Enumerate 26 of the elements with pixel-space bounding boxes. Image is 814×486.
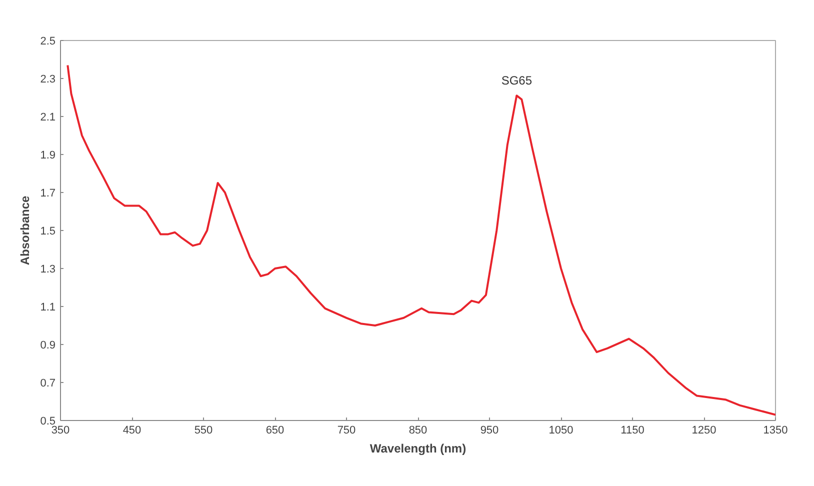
y-tick-label: 1.3 (40, 264, 56, 276)
y-tick-label: 2.3 (40, 74, 56, 86)
y-tick-label: 0.5 (40, 416, 56, 428)
y-tick-label: 0.9 (40, 340, 56, 352)
y-tick-label: 2.5 (40, 36, 56, 48)
x-tick-label: 1250 (692, 424, 716, 436)
y-axis-title: Absorbance (18, 196, 32, 266)
x-tick-label: 1350 (763, 424, 788, 436)
x-tick-label: 950 (480, 424, 499, 436)
line-series (66, 64, 776, 416)
x-tick-label: 1050 (548, 424, 574, 436)
y-tick-label: 2.1 (40, 112, 56, 124)
x-axis-title: Wavelength (nm) (370, 442, 466, 456)
x-tick-label: 550 (194, 424, 213, 436)
x-tick-label: 850 (408, 424, 428, 436)
x-tick-label: 650 (266, 424, 284, 436)
x-tick-label: 750 (337, 424, 356, 436)
y-tick-label: 1.5 (40, 226, 56, 238)
x-tick-label: 1150 (620, 424, 644, 436)
x-tick-label: 450 (122, 424, 142, 436)
y-tick-label: 0.7 (40, 378, 56, 390)
y-tick-label: 1.9 (40, 150, 56, 162)
x-tick-label: 350 (51, 424, 70, 436)
annotation: SG65 (501, 74, 532, 88)
y-tick-label: 1.7 (40, 188, 56, 200)
y-tick-label: 1.1 (40, 302, 56, 314)
